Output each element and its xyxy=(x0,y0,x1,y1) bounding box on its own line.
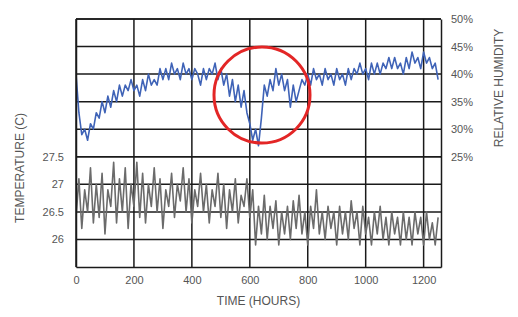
y-axis-title: TEMPERATURE (C) xyxy=(13,113,27,223)
tick-label: 25% xyxy=(451,151,473,163)
tick: 27.5 xyxy=(43,151,76,163)
tick-label: 1200 xyxy=(412,274,436,286)
grid-line-y xyxy=(76,156,441,158)
tick: 45% xyxy=(441,41,473,53)
axis-line xyxy=(76,20,78,268)
grid-line-x xyxy=(133,19,135,267)
axis-line xyxy=(77,267,442,269)
grid-line-y2 xyxy=(76,18,441,20)
grid-line-y2 xyxy=(76,101,441,103)
plot-area xyxy=(76,52,438,245)
series-line xyxy=(76,162,438,245)
x-axis-title: TIME (HOURS) xyxy=(217,294,300,308)
tick-label: 1000 xyxy=(354,274,378,286)
grid-line-y2 xyxy=(76,73,441,75)
tick: 50% xyxy=(441,13,473,25)
series-line xyxy=(76,52,438,146)
tick: 0 xyxy=(73,267,79,286)
tick-label: 800 xyxy=(299,274,317,286)
tick-label: 200 xyxy=(125,274,143,286)
tick-label: 0 xyxy=(73,274,79,286)
grid-line-y2 xyxy=(76,156,441,158)
grid-line-y2 xyxy=(76,128,441,130)
tick-label: 400 xyxy=(183,274,201,286)
tick: 1000 xyxy=(354,267,378,286)
tick-label: 27.5 xyxy=(43,151,64,163)
tick-label: 26 xyxy=(52,233,64,245)
tick-label: 26.5 xyxy=(43,206,64,218)
tick-label: 27 xyxy=(52,178,64,190)
tick: 600 xyxy=(241,267,259,286)
axis-line xyxy=(441,20,443,268)
grid xyxy=(76,19,441,267)
tick-label: 50% xyxy=(451,13,473,25)
y-axis: 26 26.5 27 27.5 xyxy=(43,20,77,268)
tick: 30% xyxy=(441,123,473,135)
y2-axis-title: RELATIVE HUMIDITY xyxy=(492,29,506,147)
tick-label: 45% xyxy=(451,41,473,53)
tick: 26 xyxy=(52,233,76,245)
highlight-circle xyxy=(214,47,310,143)
tick: 27 xyxy=(52,178,76,190)
grid-line-x xyxy=(75,19,77,267)
grid-line-x xyxy=(191,19,193,267)
tick-label: 35% xyxy=(451,96,473,108)
tick: 200 xyxy=(125,267,143,286)
frame xyxy=(76,18,441,20)
x-axis: 0 200 400 600 800 1000 1200 xyxy=(73,267,441,286)
tick: 35% xyxy=(441,96,473,108)
y2-axis: 25% 30% 35% 40% 45% 50% xyxy=(441,13,473,267)
tick: 1200 xyxy=(412,267,436,286)
chart: 0 200 400 600 800 1000 1200 26 26.5 27 27.5 25% 30% 3… xyxy=(0,0,518,317)
tick: 26.5 xyxy=(43,206,76,218)
tick: 40% xyxy=(441,68,473,80)
tick-label: 40% xyxy=(451,68,473,80)
tick-label: 30% xyxy=(451,123,473,135)
tick: 25% xyxy=(441,151,473,163)
tick: 400 xyxy=(183,267,201,286)
grid-line-y xyxy=(76,239,441,241)
tick: 800 xyxy=(299,267,317,286)
tick-label: 600 xyxy=(241,274,259,286)
